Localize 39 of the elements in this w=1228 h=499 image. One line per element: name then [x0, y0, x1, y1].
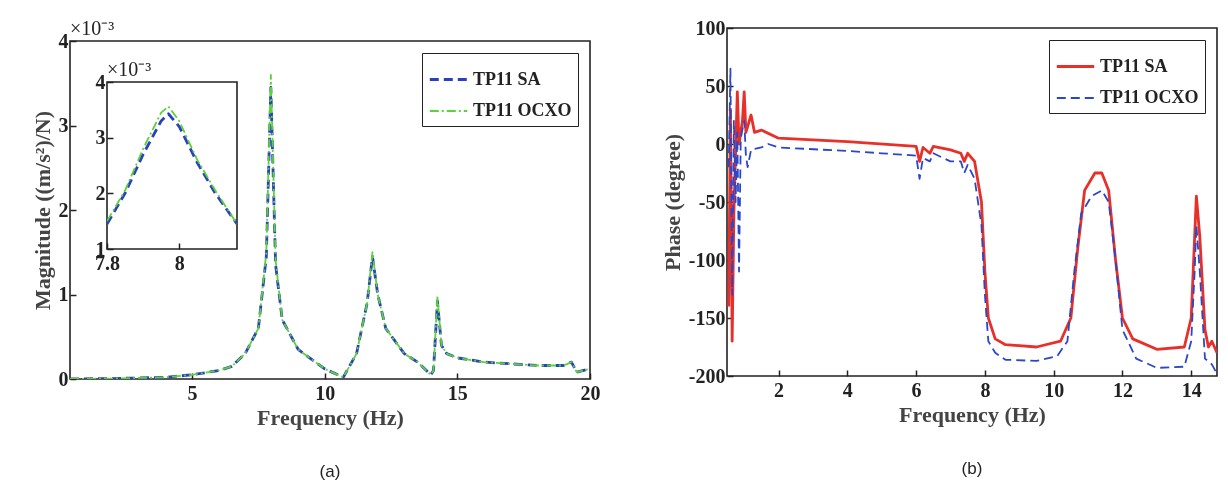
y-tick-label: 4 — [95, 70, 106, 93]
x-tick-label: 8 — [174, 251, 185, 274]
y-axis-title: Phase (degree) — [659, 133, 685, 272]
x-tick-label: 14 — [1181, 378, 1202, 401]
y-tick-label: -200 — [688, 364, 726, 387]
legend-label: TP11 SA — [1100, 55, 1168, 76]
y-tick-label: 3 — [95, 126, 106, 149]
text: (b) — [961, 459, 983, 478]
text: (a) — [319, 462, 341, 481]
y-tick-label: 2 — [95, 181, 106, 204]
text: ×10⁻³ — [70, 16, 115, 41]
x-tick-label: 8 — [980, 378, 991, 401]
x-tick-label: 15 — [447, 381, 468, 404]
y-tick-label: 100 — [695, 16, 726, 39]
x-tick-label: 12 — [1112, 378, 1133, 401]
x-tick-label: 5 — [187, 381, 198, 404]
x-tick-label: 4 — [842, 378, 853, 401]
x-tick-label: 6 — [911, 378, 922, 401]
y-tick-label: 0 — [715, 132, 726, 155]
y-tick-label: 0 — [58, 367, 69, 390]
annotation: ×10⁻³ — [107, 57, 152, 82]
x-axis-title: Frequency (Hz) — [899, 401, 1046, 427]
y-axis-title: Magnitude ((m/s²)/N) — [29, 110, 55, 311]
x-tick-label: 20 — [580, 381, 601, 404]
y-tick-label: 2 — [58, 198, 69, 221]
legend-label: TP11 SA — [473, 68, 541, 89]
y-tick-label: 50 — [705, 74, 726, 97]
y-tick-label: -150 — [688, 306, 726, 329]
legend-label: TP11 OCXO — [1100, 87, 1199, 107]
y-tick-label: 3 — [58, 114, 69, 136]
x-tick-label: 2 — [774, 378, 785, 401]
y-tick-label: 4 — [58, 29, 69, 52]
legend-label: TP11 OCXO — [473, 100, 572, 120]
y-tick-label: -50 — [698, 190, 726, 213]
x-axis-title: Frequency (Hz) — [257, 404, 404, 430]
y-tick-label: -100 — [688, 248, 726, 271]
y-tick-label: 1 — [58, 283, 69, 305]
x-tick-label: 10 — [1044, 378, 1065, 401]
x-tick-label: 10 — [315, 381, 336, 404]
